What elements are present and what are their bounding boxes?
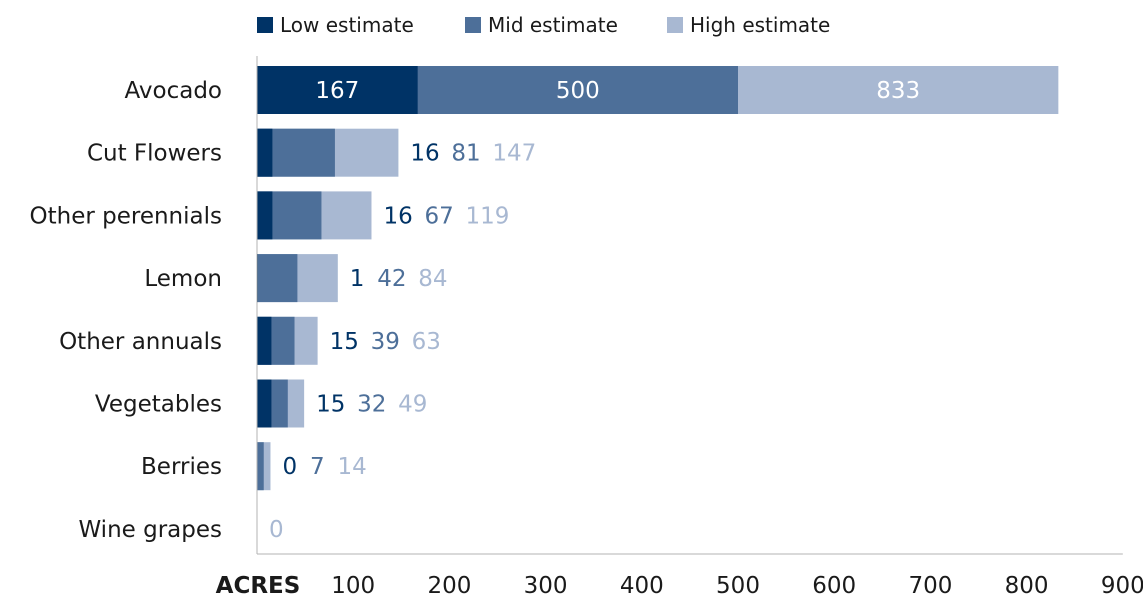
legend-swatch-2 xyxy=(465,17,481,33)
bar-2 xyxy=(257,442,264,491)
data-label: 15 xyxy=(330,329,359,355)
data-label: 147 xyxy=(492,141,536,167)
legend-swatch-1 xyxy=(257,17,273,33)
bar-1 xyxy=(257,191,273,240)
data-label: 16 xyxy=(383,203,412,229)
x-tick-label: 900 xyxy=(1101,573,1143,597)
category-label: Wine grapes xyxy=(78,517,222,543)
data-label: 500 xyxy=(556,78,600,104)
x-tick-label: 200 xyxy=(427,573,471,597)
data-label: 39 xyxy=(371,329,400,355)
legend-swatch-3 xyxy=(667,17,683,33)
x-tick-label: 600 xyxy=(812,573,856,597)
bar-2 xyxy=(257,254,298,303)
category-labels: Avocado Cut Flowers Other perennials Lemon O… xyxy=(30,78,222,543)
x-tick-label: 100 xyxy=(331,573,375,597)
data-label: 49 xyxy=(398,392,427,418)
data-label: 0 xyxy=(269,517,284,543)
data-label: 7 xyxy=(310,454,325,480)
bar-1 xyxy=(257,66,418,114)
legend-label-3: High estimate xyxy=(690,13,830,37)
bars-group xyxy=(257,66,1059,491)
bar-1 xyxy=(257,316,272,365)
legend-label-1: Low estimate xyxy=(280,13,414,37)
bar-1 xyxy=(257,379,272,428)
data-label: 167 xyxy=(315,78,359,104)
x-tick-label: 300 xyxy=(524,573,568,597)
x-tick-label: 400 xyxy=(620,573,664,597)
data-label: 32 xyxy=(357,392,386,418)
x-axis-title: ACRES xyxy=(216,573,301,597)
data-label: 16 xyxy=(410,141,439,167)
category-label: Other annuals xyxy=(59,329,222,355)
bar-1 xyxy=(257,128,273,177)
data-label: 0 xyxy=(282,454,297,480)
x-tick-label: 500 xyxy=(716,573,760,597)
data-label: 63 xyxy=(412,329,441,355)
category-label: Other perennials xyxy=(30,203,222,229)
category-label: Lemon xyxy=(144,266,222,292)
data-label: 84 xyxy=(418,266,447,292)
category-label: Vegetables xyxy=(95,392,222,418)
data-label: 1 xyxy=(350,266,365,292)
x-axis: ACRES 100 200 300 400 500 600 700 800 900 xyxy=(216,56,1143,599)
legend: Low estimate Mid estimate High estimate xyxy=(257,13,830,37)
data-label: 81 xyxy=(451,141,480,167)
data-label: 14 xyxy=(337,454,366,480)
data-label: 15 xyxy=(316,392,345,418)
data-label: 42 xyxy=(377,266,406,292)
x-tick-label: 800 xyxy=(1005,573,1049,597)
legend-label-2: Mid estimate xyxy=(488,13,618,37)
data-label: 119 xyxy=(465,203,509,229)
data-label: 833 xyxy=(876,78,920,104)
category-label: Avocado xyxy=(125,78,222,104)
category-label: Berries xyxy=(141,454,222,480)
x-tick-label: 700 xyxy=(908,573,952,597)
category-label: Cut Flowers xyxy=(87,141,222,167)
data-label: 67 xyxy=(424,203,453,229)
